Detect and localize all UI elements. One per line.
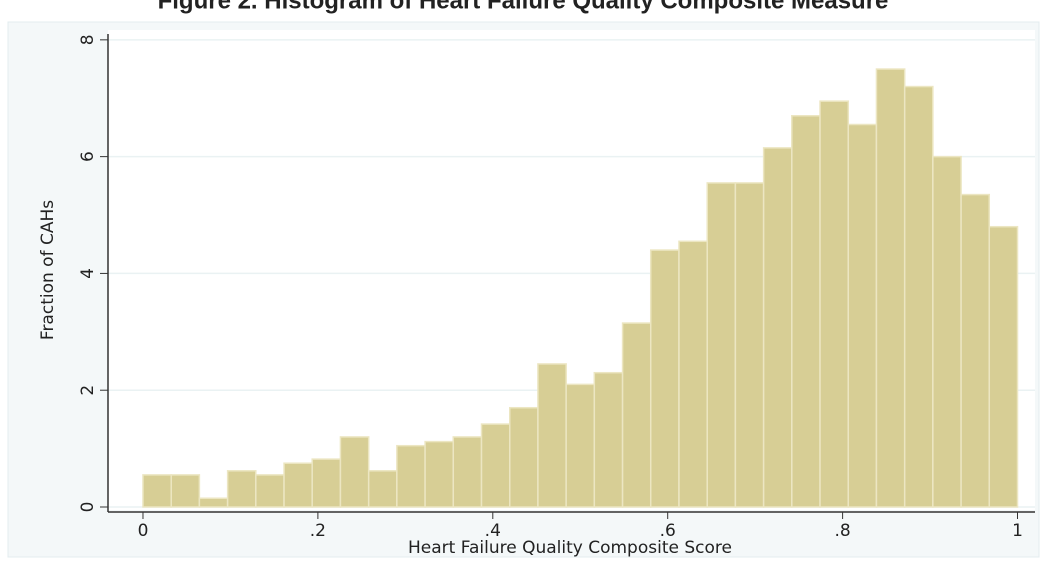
y-axis-label: Fraction of CAHs xyxy=(38,200,58,340)
bar xyxy=(480,423,511,508)
bar xyxy=(142,474,172,508)
y-tick-label: 0 xyxy=(78,502,98,513)
bar xyxy=(819,100,850,508)
bar xyxy=(903,85,934,508)
x-tick-label: 1 xyxy=(1012,521,1023,541)
x-tick-label: .4 xyxy=(485,521,501,541)
bar xyxy=(283,462,313,508)
chart-title: Figure 2. Histogram of Heart Failure Qua… xyxy=(158,0,889,14)
bar xyxy=(960,193,991,508)
x-axis-label: Heart Failure Quality Composite Score xyxy=(408,538,732,558)
bar xyxy=(452,436,483,508)
bar xyxy=(706,182,737,508)
bar xyxy=(170,474,201,508)
bar xyxy=(734,182,765,508)
bar xyxy=(847,123,878,508)
bar xyxy=(367,470,398,508)
bar xyxy=(593,371,624,508)
bar xyxy=(311,458,342,508)
y-tick-label: 8 xyxy=(78,34,98,45)
x-tick-label: .2 xyxy=(310,521,326,541)
x-tick-label: .6 xyxy=(660,521,676,541)
x-tick-label: .8 xyxy=(834,521,850,541)
bar xyxy=(762,147,793,508)
bar xyxy=(396,444,426,508)
bar xyxy=(932,155,962,508)
x-tick-label: 0 xyxy=(138,521,149,541)
bar xyxy=(339,436,370,508)
y-tick-label: 4 xyxy=(78,268,98,279)
bar xyxy=(509,406,539,508)
bar xyxy=(875,68,906,508)
bar xyxy=(198,497,229,508)
bar xyxy=(649,249,680,508)
bar xyxy=(988,225,1019,508)
bar xyxy=(621,322,652,508)
bar xyxy=(226,470,257,508)
bar xyxy=(537,363,567,508)
bar xyxy=(678,240,708,508)
bar xyxy=(424,440,455,508)
bar xyxy=(565,383,596,508)
bar xyxy=(791,115,821,508)
bar xyxy=(255,474,285,508)
y-tick-label: 6 xyxy=(78,151,98,162)
y-tick-label: 2 xyxy=(78,385,98,396)
